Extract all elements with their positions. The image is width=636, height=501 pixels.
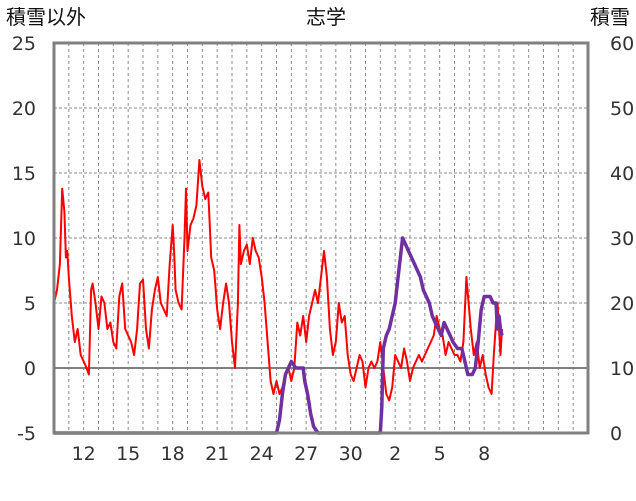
chart-title: 志学	[306, 5, 346, 29]
series-layer	[54, 160, 502, 433]
series-purple-line	[54, 238, 502, 433]
right-y-tick-label: 60	[610, 33, 634, 55]
left-y-tick-label: -5	[17, 423, 36, 445]
x-tick-label: 5	[434, 443, 446, 465]
right-y-tick-label: 0	[610, 423, 622, 445]
left-y-tick-label: 0	[24, 358, 36, 380]
left-y-tick-label: 20	[12, 98, 36, 120]
x-tick-label: 2	[389, 443, 401, 465]
x-tick-label: 12	[72, 443, 96, 465]
right-axis-title: 積雪	[590, 5, 630, 29]
x-tick-label: 27	[294, 443, 318, 465]
x-tick-label: 24	[250, 443, 274, 465]
series-red-line	[54, 160, 502, 401]
grid	[54, 43, 588, 433]
left-y-tick-label: 15	[12, 163, 36, 185]
x-tick-label: 18	[161, 443, 185, 465]
x-tick-label: 8	[478, 443, 490, 465]
left-y-tick-label: 5	[24, 293, 36, 315]
right-y-tick-label: 40	[610, 163, 634, 185]
right-y-tick-label: 20	[610, 293, 634, 315]
right-y-tick-label: 10	[610, 358, 634, 380]
x-tick-label: 30	[339, 443, 363, 465]
left-y-tick-label: 10	[12, 228, 36, 250]
x-tick-label: 15	[116, 443, 140, 465]
right-y-tick-label: 30	[610, 228, 634, 250]
left-axis-title: 積雪以外	[6, 5, 86, 29]
right-y-tick-label: 50	[610, 98, 634, 120]
left-y-tick-label: 25	[12, 33, 36, 55]
x-tick-label: 21	[205, 443, 229, 465]
